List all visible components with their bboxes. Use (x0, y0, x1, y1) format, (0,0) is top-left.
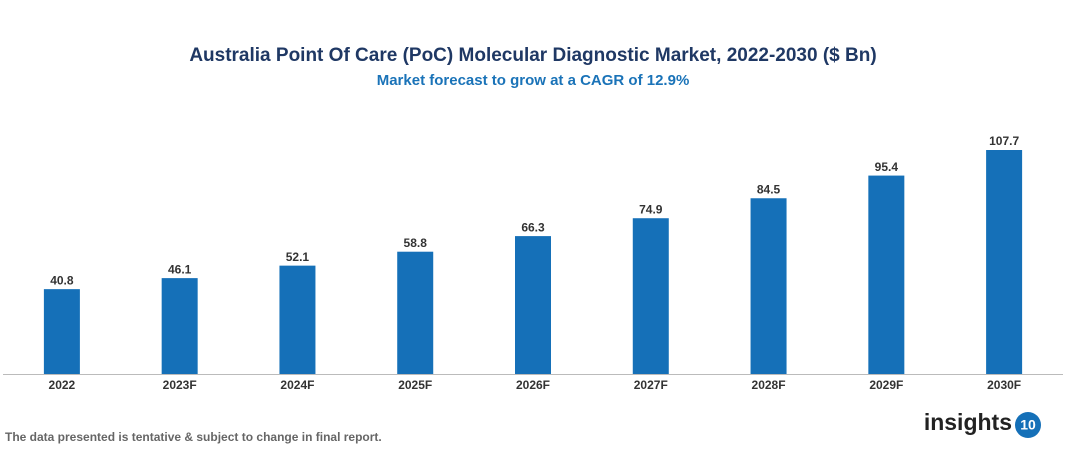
data-label: 52.1 (286, 250, 310, 264)
logo-text: insights (924, 409, 1012, 435)
x-tick-label: 2027F (634, 378, 668, 392)
bar (986, 150, 1023, 374)
data-label: 58.8 (404, 236, 428, 250)
footnote: The data presented is tentative & subjec… (5, 430, 382, 444)
bar (397, 251, 434, 374)
x-tick-label: 2026F (516, 378, 550, 392)
data-label: 84.5 (757, 182, 781, 196)
bar (43, 289, 80, 374)
bar (279, 265, 316, 374)
bar (161, 278, 198, 374)
bar (868, 175, 905, 374)
x-tick-label: 2029F (869, 378, 903, 392)
bar (750, 198, 787, 374)
x-tick-label: 2025F (398, 378, 432, 392)
data-label: 66.3 (521, 220, 545, 234)
chart-title: Australia Point Of Care (PoC) Molecular … (189, 45, 876, 66)
x-tick-label: 2023F (163, 378, 197, 392)
x-tick-label: 2022 (49, 378, 76, 392)
bar (515, 236, 551, 374)
data-label: 95.4 (875, 160, 899, 174)
chart-subtitle: Market forecast to grow at a CAGR of 12.… (377, 72, 690, 89)
logo-badge: 10 (1020, 417, 1036, 433)
x-tick-label: 2028F (752, 378, 786, 392)
data-label: 74.9 (639, 202, 663, 216)
data-label: 107.7 (989, 134, 1019, 148)
bar (632, 218, 669, 374)
logo-badge-circle (1015, 412, 1041, 438)
data-label: 40.8 (50, 273, 74, 287)
data-label: 46.1 (168, 262, 192, 276)
x-tick-label: 2030F (987, 378, 1021, 392)
x-tick-label: 2024F (280, 378, 314, 392)
